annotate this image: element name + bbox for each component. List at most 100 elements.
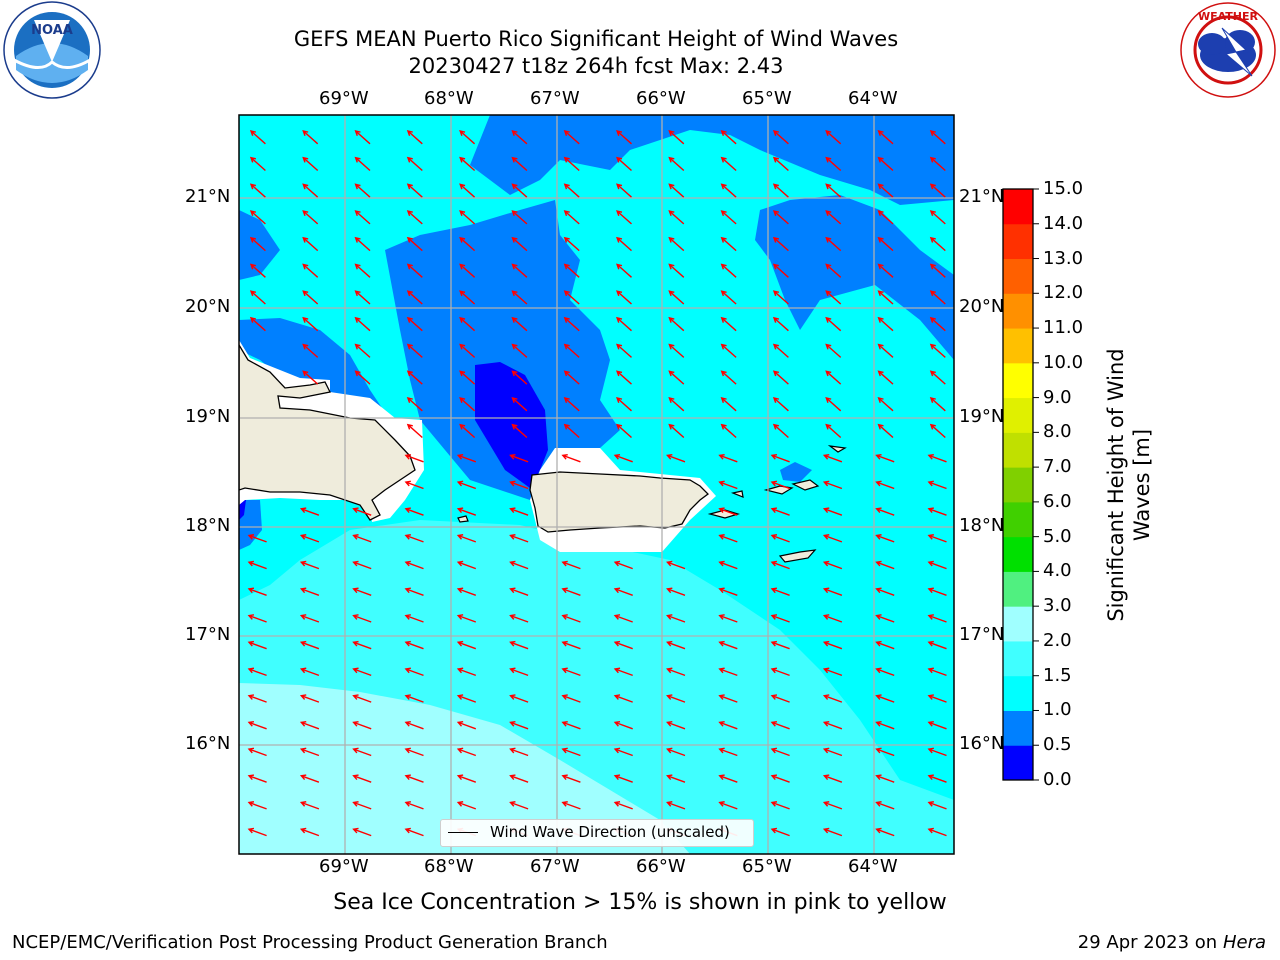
wave-direction-arrow xyxy=(563,397,580,412)
wave-direction-arrow xyxy=(404,614,424,623)
wave-direction-arrow xyxy=(927,801,947,810)
wave-direction-arrow xyxy=(299,534,320,543)
wave-direction-arrow xyxy=(770,614,790,623)
wave-direction-arrow xyxy=(770,801,790,810)
lat-label-right: 17°N xyxy=(959,624,1003,645)
wave-direction-arrow xyxy=(509,614,529,623)
map-subtitle: 20230427 t18z 264h fcst Max: 2.43 xyxy=(408,54,784,78)
wave-direction-arrow xyxy=(247,560,267,570)
wave-direction-arrow xyxy=(668,370,685,385)
wave-direction-arrow xyxy=(299,667,320,677)
wave-direction-arrow xyxy=(877,130,894,145)
contour-2.0-3.0 xyxy=(239,683,690,854)
wave-direction-arrow xyxy=(666,774,686,783)
wave-direction-arrow xyxy=(302,316,319,332)
wave-direction-arrow xyxy=(404,560,424,570)
wave-direction-arrow xyxy=(406,316,423,332)
colorbar-tick-label: 15.0 xyxy=(1043,178,1084,199)
colorbar-segment xyxy=(1003,606,1033,642)
wave-direction-arrow xyxy=(720,343,737,358)
wave-direction-arrow xyxy=(352,560,372,570)
wave-direction-arrow xyxy=(927,453,947,463)
wave-direction-arrow xyxy=(299,640,320,650)
wave-direction-arrow xyxy=(456,774,477,783)
lon-label-bottom: 69°W xyxy=(319,856,369,877)
wave-direction-arrow xyxy=(352,640,372,650)
wave-direction-arrow xyxy=(613,801,633,810)
wave-direction-arrow xyxy=(666,614,686,623)
wave-direction-arrow xyxy=(825,183,842,198)
wave-direction-arrow xyxy=(249,130,266,145)
wave-direction-arrow xyxy=(770,640,790,650)
wave-direction-arrow xyxy=(666,801,686,810)
contour-0.5-1.0-wnw xyxy=(239,318,390,420)
wave-direction-arrow xyxy=(613,640,633,650)
wave-direction-arrow xyxy=(406,183,423,198)
wave-direction-arrow xyxy=(616,316,632,332)
wave-direction-arrow xyxy=(406,130,423,145)
wave-direction-arrow xyxy=(613,614,633,623)
wave-direction-arrow xyxy=(249,210,266,225)
wave-direction-arrow xyxy=(718,560,738,570)
wave-direction-arrow xyxy=(718,774,738,783)
wave-direction-arrow xyxy=(459,210,476,225)
wave-direction-arrow xyxy=(406,423,423,439)
wave-direction-arrow xyxy=(616,183,632,198)
wave-direction-arrow xyxy=(772,423,789,439)
wave-direction-arrow xyxy=(666,560,686,570)
wave-direction-arrow xyxy=(509,774,529,783)
wave-direction-arrow xyxy=(249,290,266,305)
colorbar-segment xyxy=(1003,258,1033,294)
wave-direction-arrow xyxy=(247,747,267,757)
wave-direction-arrow xyxy=(772,130,789,145)
wave-direction-arrow xyxy=(561,747,581,757)
wave-direction-arrow xyxy=(459,343,476,358)
wave-direction-arrow xyxy=(299,774,320,783)
wave-direction-arrow xyxy=(666,720,686,730)
map-title: GEFS MEAN Puerto Rico Significant Height… xyxy=(293,27,899,51)
wave-direction-arrow xyxy=(616,343,632,358)
wave-direction-arrow xyxy=(456,801,477,810)
lon-label-top: 64°W xyxy=(848,88,898,109)
wave-direction-arrow xyxy=(459,397,476,412)
contour-0.0-0.5 xyxy=(475,362,548,488)
wave-direction-arrow xyxy=(720,397,737,412)
wave-direction-arrow xyxy=(822,774,843,783)
wave-direction-arrow xyxy=(770,747,790,757)
wave-direction-arrow xyxy=(563,263,580,278)
colorbar-segment xyxy=(1003,362,1033,399)
legend-label: Wind Wave Direction (unscaled) xyxy=(490,823,730,841)
wave-direction-arrow xyxy=(822,827,843,837)
wave-direction-arrow xyxy=(825,343,842,358)
wind-wave-direction-arrows xyxy=(247,130,947,862)
wave-direction-arrow xyxy=(666,694,686,703)
wave-direction-arrow xyxy=(720,423,737,439)
footer-date: 29 Apr 2023 on Hera xyxy=(1078,932,1266,953)
colorbar-tick-label: 1.0 xyxy=(1043,699,1072,721)
wave-direction-arrow xyxy=(404,747,424,757)
wave-direction-arrow xyxy=(929,156,946,172)
wave-direction-arrow xyxy=(247,667,267,677)
wave-direction-arrow xyxy=(666,587,686,596)
wave-direction-arrow xyxy=(404,480,424,490)
wave-direction-arrow xyxy=(668,236,685,252)
wave-direction-arrow xyxy=(616,130,632,145)
wave-direction-arrow xyxy=(561,720,581,730)
wave-direction-arrow xyxy=(354,236,371,252)
wave-direction-arrow xyxy=(770,720,790,730)
wave-direction-arrow xyxy=(511,210,528,225)
wave-direction-arrow xyxy=(509,587,529,596)
wave-direction-arrow xyxy=(875,747,895,757)
wave-direction-arrow xyxy=(354,316,371,332)
wave-direction-arrow xyxy=(511,316,528,332)
wave-direction-arrow xyxy=(772,290,789,305)
lon-label-top: 66°W xyxy=(636,88,686,109)
wave-direction-arrow xyxy=(927,534,947,543)
wave-direction-arrow xyxy=(613,587,633,596)
footer-machine: Hera xyxy=(1222,932,1266,953)
wave-direction-arrow xyxy=(511,855,529,862)
wave-direction-arrow xyxy=(613,774,633,783)
wave-direction-arrow xyxy=(613,453,633,463)
wave-direction-arrow xyxy=(456,560,477,570)
wave-direction-arrow xyxy=(509,507,529,516)
